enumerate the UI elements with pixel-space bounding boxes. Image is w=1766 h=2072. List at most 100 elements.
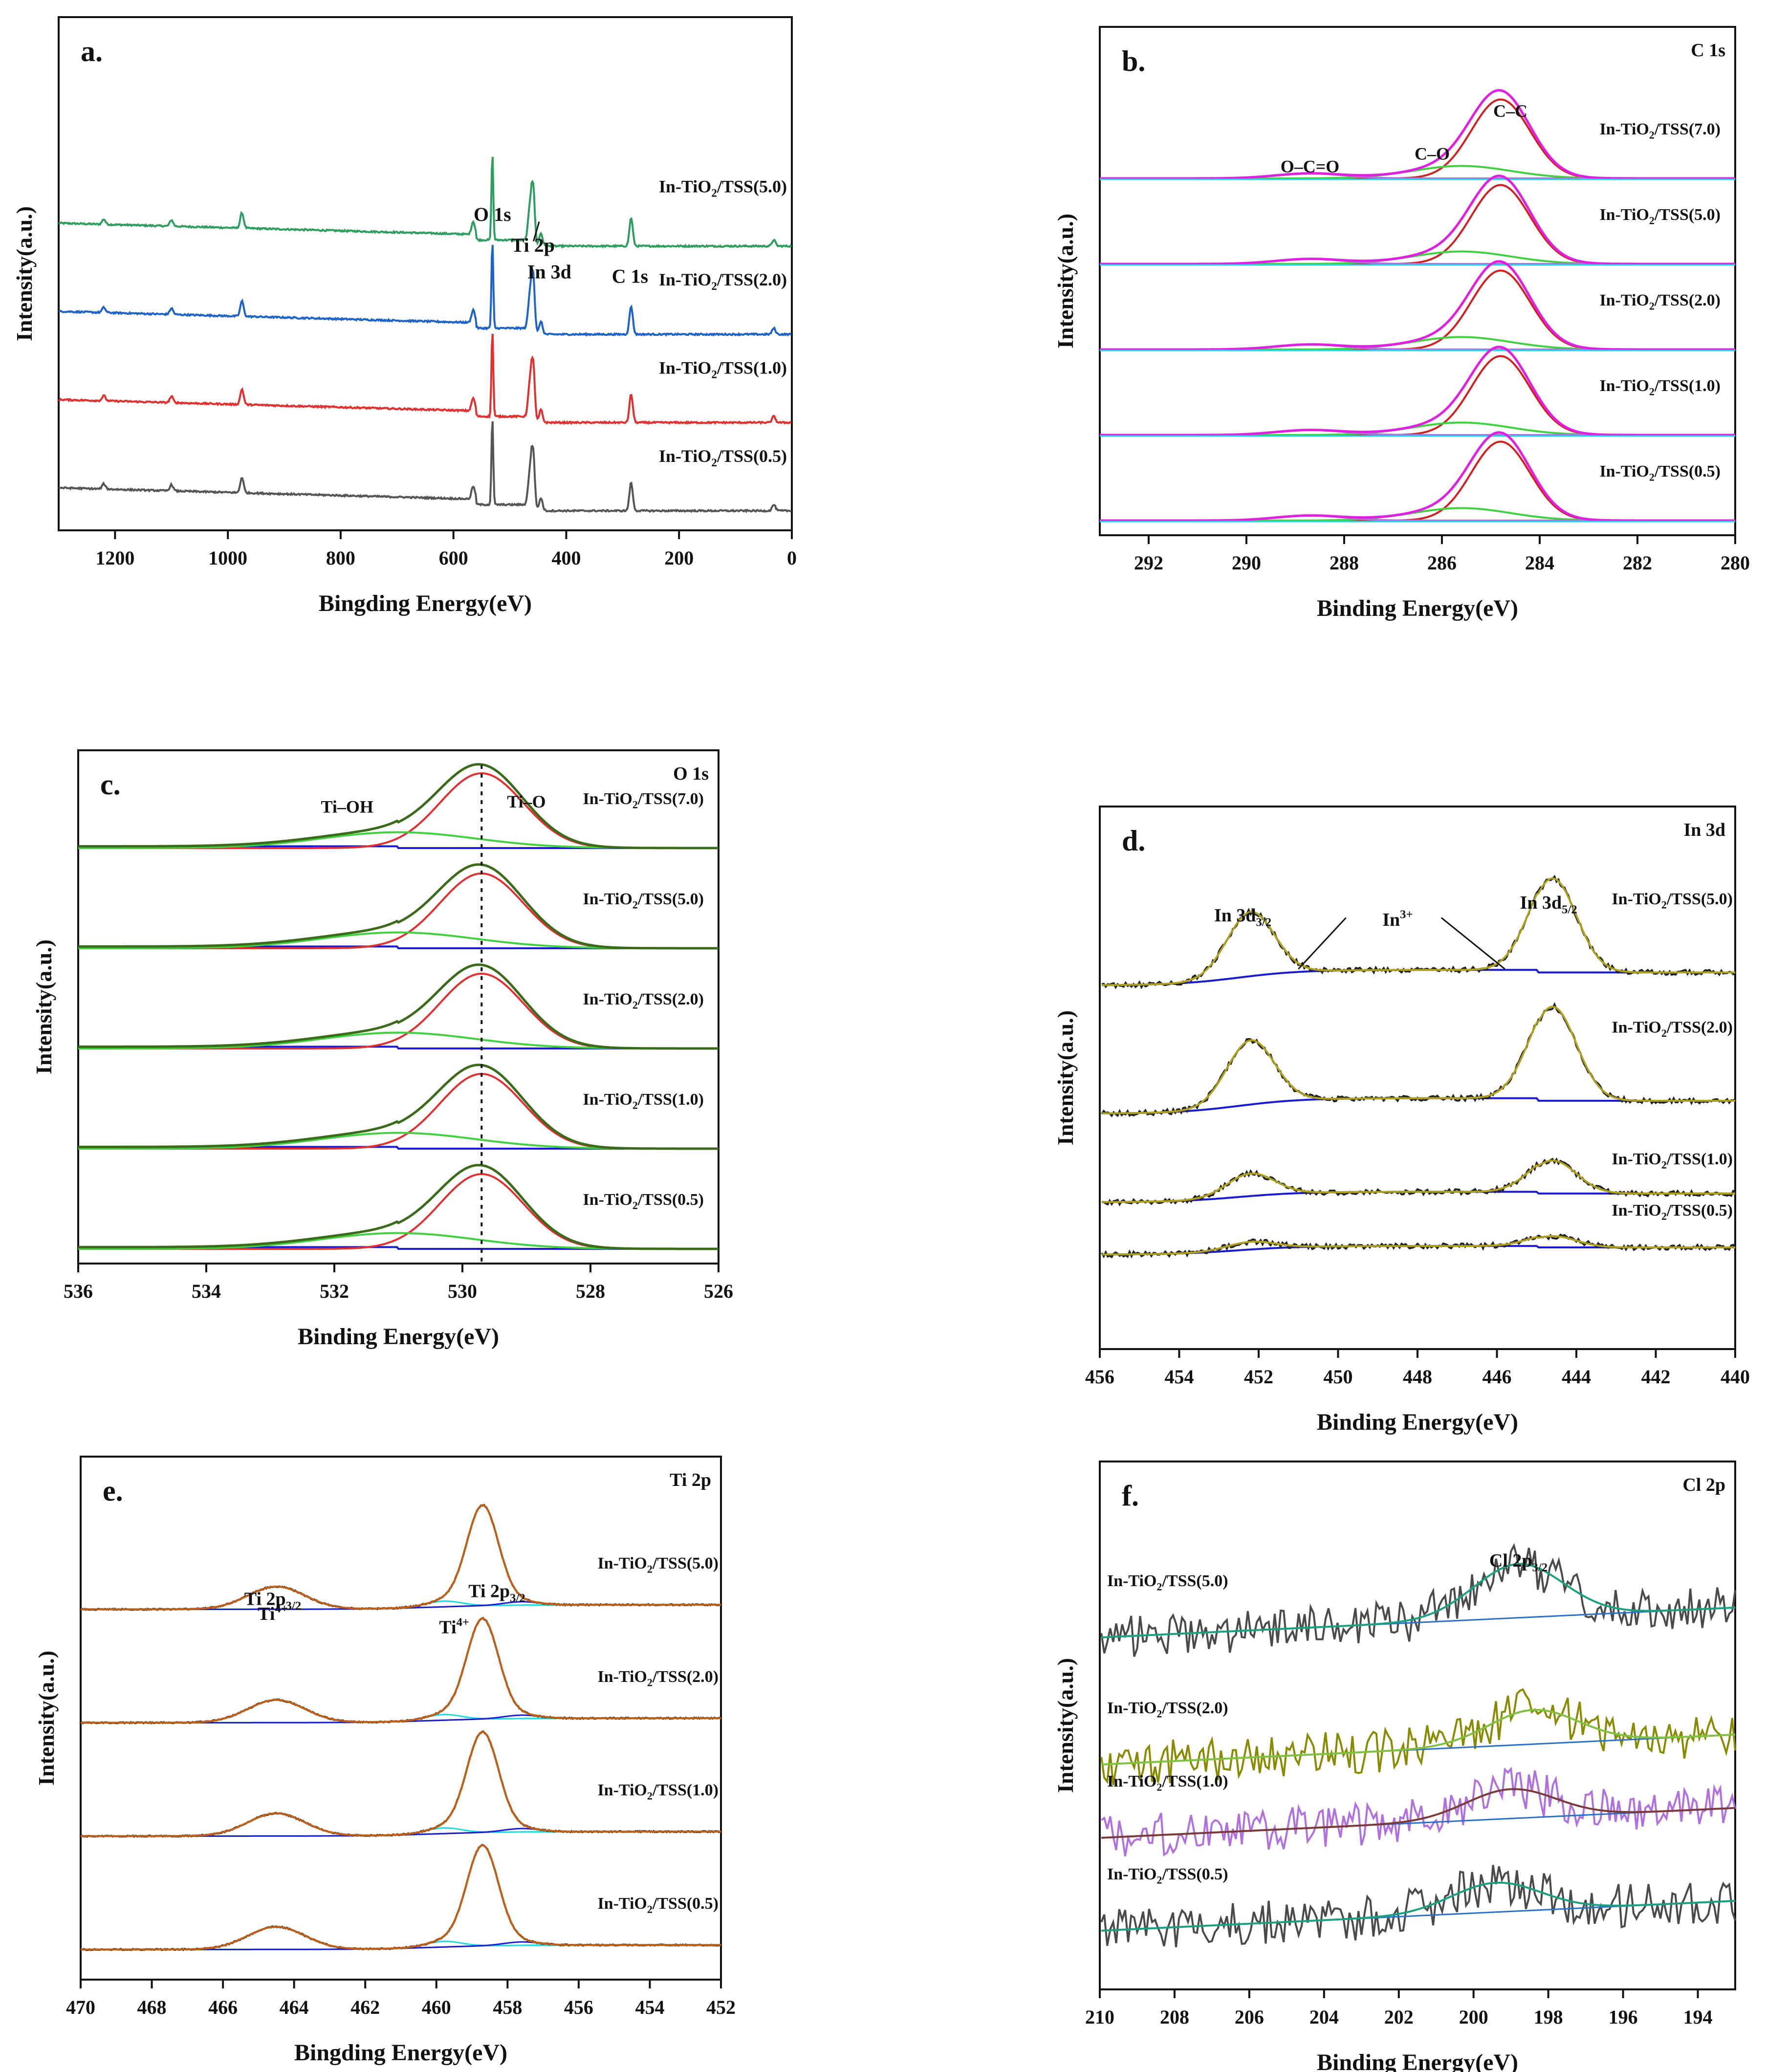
envelope-fit	[1102, 1005, 1735, 1114]
peak-annotation: Ti4+	[439, 1615, 469, 1637]
peak-annotation: Ti 2p3/2	[468, 1581, 525, 1605]
raw-data-line	[1100, 1865, 1736, 1948]
component-fit	[1100, 184, 1735, 265]
panel-title: O 1s	[673, 763, 709, 784]
panel-title: In 3d	[1683, 820, 1725, 840]
series-line	[58, 333, 792, 425]
peak-annotation: Ti 2p	[511, 234, 555, 256]
envelope-fit	[78, 1064, 719, 1150]
panel-title: Cl 2p	[1682, 1475, 1725, 1495]
peak-annotation: Ti 2p3/2	[244, 1589, 301, 1613]
legend-label: In-TiO2/TSS(0.5)	[1612, 1201, 1733, 1222]
x-tick-label: 466	[208, 1996, 238, 2018]
x-tick-label: 456	[564, 1996, 593, 2018]
x-tick-label: 442	[1641, 1366, 1671, 1388]
peak-annotation: C 1s	[612, 265, 648, 287]
panel-label: f.	[1122, 1480, 1139, 1512]
x-axis-label: Bingding Energy(eV)	[294, 2040, 507, 2066]
panel-e: 470 468 466 464 462 460 458 456 454 452 Bingding E…	[34, 1456, 736, 2066]
x-tick-label: 800	[326, 547, 355, 569]
plot-frame	[77, 749, 719, 1265]
peak-annotation: In 3d	[527, 261, 571, 283]
envelope-fit	[78, 763, 719, 850]
x-tick-label: 454	[1165, 1366, 1194, 1388]
series-line	[58, 421, 792, 514]
legend-label: In-TiO2/TSS(1.0)	[1599, 377, 1721, 398]
peak-annotation: Ti4+	[258, 1602, 288, 1624]
x-tick-label: 194	[1683, 2006, 1713, 2028]
x-tick-label: 204	[1309, 2006, 1339, 2028]
x-tick-label: 460	[422, 1996, 451, 2018]
x-tick-label: 532	[320, 1280, 349, 1302]
legend-label: In-TiO2/TSS(5.0)	[1107, 1572, 1228, 1593]
y-axis-label: Intensity(a.u.)	[1053, 1658, 1078, 1793]
legend-label: In-TiO2/TSS(0.5)	[583, 1191, 704, 1212]
panel-d: 456 454 452 450 448 446 444 442 440 Binding Energ…	[1053, 806, 1750, 1435]
peak-annotation: C–O	[1415, 144, 1450, 163]
legend-label: In-TiO2/TSS(1.0)	[583, 1091, 704, 1112]
x-tick-label: 280	[1721, 552, 1750, 574]
x-tick-label: 444	[1562, 1366, 1591, 1388]
envelope-fit	[81, 1844, 721, 1951]
legend-label: In-TiO2/TSS(2.0)	[1612, 1019, 1733, 1040]
x-axis-label: Binding Energy(eV)	[1317, 1409, 1518, 1435]
x-tick-label: 400	[551, 547, 581, 569]
legend-label: In-TiO2/TSS(2.0)	[1599, 291, 1721, 312]
peak-annotation: Cl 2p3/2	[1489, 1550, 1548, 1574]
envelope-fit	[1102, 877, 1735, 986]
x-tick-label: 210	[1085, 2006, 1114, 2028]
component-fit	[78, 772, 719, 849]
panel-label: d.	[1122, 825, 1145, 857]
envelope-fit	[78, 863, 719, 950]
legend-label: In-TiO2/TSS(5.0)	[659, 177, 787, 200]
panel-f: 210 208 206 204 202 200 198 196 194 Binding Energ…	[1053, 1461, 1736, 2072]
envelope-fit	[1102, 1235, 1735, 1256]
panel-label: a.	[81, 35, 103, 67]
raw-data-line	[1101, 874, 1736, 989]
peak-annotation: C–C	[1493, 101, 1527, 121]
envelope-fit	[1102, 1159, 1735, 1203]
legend-label: In-TiO2/TSS(5.0)	[597, 1554, 719, 1575]
annotation-arrow	[1298, 917, 1347, 970]
legend-label: In-TiO2/TSS(2.0)	[597, 1668, 719, 1689]
component-fit	[1100, 355, 1735, 436]
x-tick-label: 528	[576, 1280, 605, 1302]
envelope-fit	[81, 1617, 721, 1724]
x-tick-label: 200	[1459, 2006, 1488, 2028]
envelope-fit	[1101, 1788, 1736, 1839]
x-tick-label: 440	[1721, 1366, 1750, 1388]
envelope-fit	[78, 963, 719, 1050]
x-axis-label: Binding Energy(eV)	[1317, 2050, 1518, 2072]
envelope-fit	[1101, 1881, 1736, 1932]
x-tick-label: 526	[704, 1280, 733, 1302]
x-tick-label: 446	[1483, 1366, 1512, 1388]
raw-data-line	[1100, 1767, 1736, 1857]
panel-b: 292 290 288 286 284 282 280 Binding Energy(eV) I…	[1053, 26, 1750, 621]
x-tick-label: 206	[1235, 2006, 1264, 2028]
x-tick-label: 292	[1134, 552, 1163, 574]
x-tick-label: 468	[137, 1996, 167, 2018]
envelope-fit	[1100, 89, 1735, 180]
legend-label: In-TiO2/TSS(7.0)	[583, 790, 704, 811]
x-tick-label: 534	[192, 1280, 221, 1302]
x-tick-label: 202	[1384, 2006, 1414, 2028]
y-axis-label: Intensity(a.u.)	[1053, 214, 1078, 349]
annotation-arrow	[533, 221, 540, 241]
plot-frame	[1099, 26, 1736, 536]
plot-frame	[1099, 1461, 1736, 1990]
raw-data-line	[1100, 1543, 1736, 1657]
x-tick-label: 286	[1427, 552, 1457, 574]
x-tick-label: 452	[706, 1996, 736, 2018]
legend-label: In-TiO2/TSS(0.5)	[597, 1895, 719, 1916]
x-tick-label: 196	[1609, 2006, 1638, 2028]
x-tick-label: 456	[1085, 1366, 1114, 1388]
peak-annotation: Ti–O	[507, 792, 545, 811]
y-axis-label: Intensity(a.u.)	[12, 206, 37, 341]
component-fit	[1100, 98, 1735, 179]
legend-label: In-TiO2/TSS(5.0)	[1612, 890, 1733, 911]
peak-annotation: In 3d3/2	[1214, 905, 1271, 929]
envelope-fit	[1101, 1563, 1736, 1638]
component-fit	[1100, 440, 1735, 522]
series-line	[58, 156, 792, 249]
